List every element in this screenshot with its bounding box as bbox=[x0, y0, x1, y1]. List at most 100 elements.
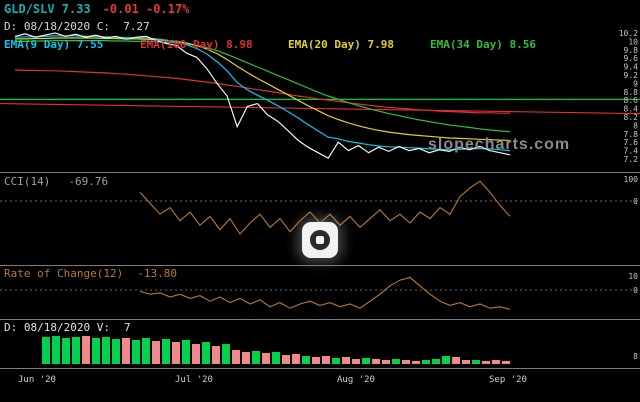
volume-bar bbox=[492, 360, 500, 364]
volume-bar bbox=[242, 352, 250, 364]
cci-value: -69.76 bbox=[68, 175, 109, 188]
volume-bar bbox=[382, 360, 390, 364]
volume-value: 7 bbox=[123, 321, 131, 334]
symbol-quote-row: GLD/SLV 7.33 -0.01 -0.17% bbox=[4, 2, 190, 16]
y-axis-tick: 9 bbox=[633, 79, 638, 88]
volume-bar bbox=[162, 339, 170, 364]
volume-bar bbox=[402, 360, 410, 364]
cci-axis-tick: 0 bbox=[633, 197, 638, 206]
ema-20-line bbox=[15, 37, 511, 142]
roc-value: -13.80 bbox=[137, 267, 177, 280]
volume-bar bbox=[72, 337, 80, 364]
volume-bar bbox=[282, 355, 290, 364]
volume-bar bbox=[52, 336, 60, 364]
volume-bar bbox=[62, 338, 70, 364]
volume-bar bbox=[482, 361, 490, 364]
x-axis-label: Aug '20 bbox=[337, 375, 375, 385]
volume-bar bbox=[502, 361, 510, 364]
volume-bar bbox=[252, 351, 260, 364]
y-axis-tick: 9.6 bbox=[624, 54, 639, 63]
roc-line bbox=[139, 276, 511, 310]
volume-bar bbox=[232, 350, 240, 364]
legend-ema20: EMA(20 Day) 7.98 bbox=[288, 38, 394, 51]
volume-date-label: D: 08/18/2020 V: bbox=[4, 321, 110, 334]
volume-bar bbox=[392, 359, 400, 364]
ema-100-line bbox=[14, 69, 510, 114]
y-axis-tick: 10 bbox=[628, 37, 638, 46]
volume-bar bbox=[152, 341, 160, 364]
date-close-row: D: 08/18/2020 C: 7.27 bbox=[4, 20, 150, 33]
volume-bar bbox=[332, 358, 340, 364]
volume-bar bbox=[142, 338, 150, 364]
legend-ema34: EMA(34 Day) 8.56 bbox=[430, 38, 536, 51]
y-axis-tick: 8.4 bbox=[624, 105, 639, 114]
loading-spinner-icon bbox=[302, 222, 338, 258]
y-axis-tick: 7.8 bbox=[624, 130, 639, 139]
y-axis-tick: 8.2 bbox=[624, 113, 639, 122]
volume-bar bbox=[312, 357, 320, 364]
volume-bar bbox=[172, 342, 180, 364]
roc-label: Rate of Change(12) bbox=[4, 267, 124, 280]
volume-bar bbox=[342, 357, 350, 364]
roc-indicator-row: Rate of Change(12) -13.80 bbox=[4, 267, 177, 280]
volume-bar bbox=[452, 357, 460, 364]
watermark: slopecharts.com bbox=[428, 136, 571, 153]
volume-bar bbox=[42, 337, 50, 364]
volume-bar bbox=[202, 342, 210, 364]
price-change: -0.01 -0.17% bbox=[102, 2, 190, 16]
ema-9-line bbox=[14, 35, 511, 152]
spinner-center bbox=[316, 236, 324, 244]
volume-bar bbox=[422, 360, 430, 364]
price-line bbox=[14, 32, 511, 159]
volume-bar bbox=[372, 359, 380, 364]
roc-axis-tick: 0 bbox=[633, 286, 638, 295]
volume-row: D: 08/18/2020 V: 7 bbox=[4, 321, 131, 334]
ema-34-line bbox=[15, 39, 511, 133]
volume-bar bbox=[362, 358, 370, 364]
y-axis-tick: 9.2 bbox=[624, 71, 639, 80]
volume-bar bbox=[182, 340, 190, 364]
roc-axis-tick: 10 bbox=[628, 272, 638, 281]
x-axis-label: Jun '20 bbox=[18, 375, 56, 385]
volume-bar bbox=[442, 356, 450, 364]
volume-bar bbox=[82, 336, 90, 364]
volume-bar bbox=[432, 359, 440, 364]
volume-bar bbox=[302, 356, 310, 364]
volume-bar bbox=[322, 356, 330, 364]
volume-bar bbox=[102, 337, 110, 364]
volume-bar bbox=[192, 344, 200, 364]
y-axis-tick: 7.6 bbox=[624, 138, 639, 147]
y-axis-tick: 8.8 bbox=[624, 88, 639, 97]
y-axis-tick: 9.4 bbox=[624, 63, 639, 72]
y-axis-tick: 7.4 bbox=[624, 147, 639, 156]
x-axis-label: Jul '20 bbox=[175, 375, 213, 385]
volume-bar bbox=[222, 344, 230, 364]
y-axis-tick: 8.6 bbox=[624, 96, 639, 105]
volume-bar bbox=[132, 340, 140, 364]
volume-bar bbox=[122, 338, 130, 364]
red-trend-line bbox=[0, 102, 640, 115]
cci-axis-tick: 100 bbox=[624, 175, 639, 184]
y-axis-tick: 7.2 bbox=[624, 155, 639, 164]
volume-bar bbox=[212, 346, 220, 364]
y-axis-tick: 9.8 bbox=[624, 46, 639, 55]
y-axis-tick: 10.2 bbox=[619, 29, 638, 38]
volume-axis-tick: 8 bbox=[633, 352, 638, 361]
cci-line bbox=[139, 180, 511, 235]
legend-ema9: EMA(9 Day) 7.55 bbox=[4, 38, 104, 51]
volume-bar bbox=[292, 354, 300, 364]
volume-bar bbox=[272, 352, 280, 364]
volume-bar bbox=[262, 353, 270, 364]
volume-bar bbox=[462, 360, 470, 364]
cci-indicator-row: CCI(14) -69.76 bbox=[4, 175, 109, 188]
volume-bar bbox=[112, 339, 120, 364]
symbol-and-price: GLD/SLV 7.33 bbox=[4, 2, 91, 16]
volume-bar bbox=[472, 360, 480, 364]
volume-bar bbox=[412, 361, 420, 364]
x-axis-label: Sep '20 bbox=[489, 375, 527, 385]
volume-bar bbox=[352, 359, 360, 364]
y-axis-tick: 8 bbox=[633, 121, 638, 130]
cci-label: CCI(14) bbox=[4, 175, 51, 188]
